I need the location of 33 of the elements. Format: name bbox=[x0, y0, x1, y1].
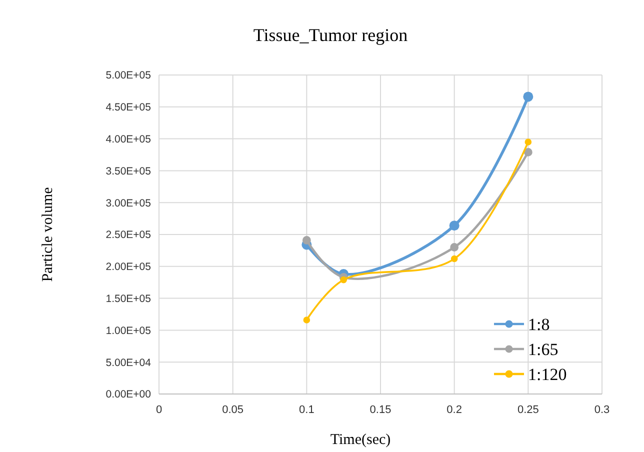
y-tick-label: 4.50E+05 bbox=[106, 102, 152, 114]
y-tick-label: 2.50E+05 bbox=[106, 229, 152, 242]
y-tick-label: 5.00E+05 bbox=[106, 70, 152, 82]
x-tick-label: 0.3 bbox=[594, 404, 610, 416]
y-tick-label: 0.00E+00 bbox=[106, 388, 152, 401]
y-tick-label: 5.00E+04 bbox=[106, 356, 152, 369]
point bbox=[524, 138, 532, 146]
y-axis-title: Particle volume bbox=[40, 186, 56, 282]
point bbox=[449, 220, 460, 231]
y-tick-label: 2.00E+05 bbox=[106, 261, 152, 274]
y-tick-label: 3.00E+05 bbox=[106, 197, 152, 210]
legend-label: 1:8 bbox=[528, 314, 550, 334]
legend-label: 1:65 bbox=[528, 340, 558, 359]
point bbox=[524, 148, 532, 156]
point bbox=[340, 276, 347, 284]
y-tick-label: 1.50E+05 bbox=[106, 292, 152, 305]
point bbox=[302, 236, 311, 244]
x-tick-label: 0.05 bbox=[222, 404, 244, 416]
y-tick-label: 1.00E+05 bbox=[106, 324, 152, 337]
x-tick-label: 0.25 bbox=[517, 404, 539, 416]
x-tick-label: 0 bbox=[156, 404, 162, 416]
point bbox=[450, 243, 459, 252]
point bbox=[523, 92, 534, 102]
x-tick-label: 0.1 bbox=[299, 404, 314, 416]
chart-title: Tissue_Tumor region bbox=[253, 25, 408, 45]
x-tick-label: 0.15 bbox=[370, 404, 392, 416]
y-tick-label: 4.00E+05 bbox=[106, 133, 152, 146]
y-tick-label: 3.50E+05 bbox=[106, 165, 152, 178]
x-axis-title: Time(sec) bbox=[330, 432, 391, 448]
x-tick-label: 0.2 bbox=[446, 404, 462, 416]
point bbox=[450, 255, 458, 262]
legend-label: 1:120 bbox=[528, 364, 567, 384]
point bbox=[303, 316, 310, 324]
